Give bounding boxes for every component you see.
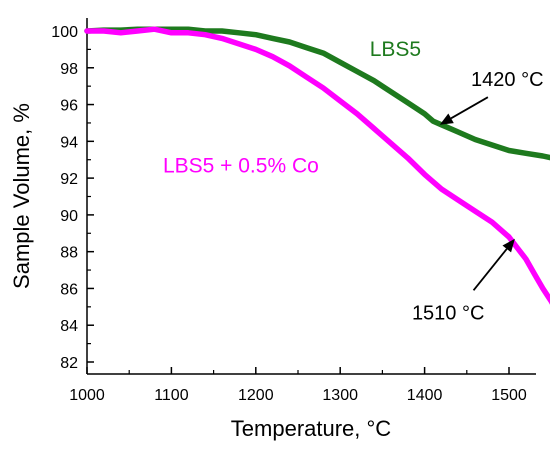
x-tick-label: 1300 [322, 387, 358, 404]
annotation-1510: 1510 °C [412, 238, 515, 325]
x-tick-label: 1000 [69, 387, 105, 404]
y-axis-ticks: 82 84 86 88 90 92 94 96 98 100 [51, 24, 94, 372]
y-tick-label: 100 [51, 24, 78, 41]
series-label-lbs5-co: LBS5 + 0.5% Co [163, 155, 319, 178]
y-tick-label: 90 [60, 208, 78, 225]
annotation-arrow-shaft [450, 96, 489, 120]
annotation-layer: 1420 °C 1510 °C [412, 69, 544, 325]
annotation-arrow-shaft [472, 248, 508, 291]
annotation-1420: 1420 °C [439, 69, 544, 125]
y-tick-label: 98 [60, 61, 78, 78]
annotation-arrow-head [502, 238, 515, 253]
y-tick-label: 88 [60, 245, 78, 262]
series-label-layer: LBS5 LBS5 + 0.5% Co [163, 38, 421, 178]
y-tick-label: 94 [60, 134, 78, 151]
annotation-label: 1420 °C [471, 69, 544, 91]
y-tick-label: 96 [60, 98, 78, 115]
series-layer [84, 26, 550, 305]
x-axis-title: Temperature, °C [231, 416, 392, 441]
series-line-lbs5-co [84, 26, 550, 305]
y-tick-label: 92 [60, 171, 78, 188]
y-tick-label: 82 [60, 355, 78, 372]
series-line-lbs5 [84, 26, 550, 161]
annotation-arrow-head [439, 113, 454, 125]
x-tick-label: 1200 [238, 387, 274, 404]
series-label-lbs5: LBS5 [370, 38, 421, 61]
y-tick-label: 86 [60, 281, 78, 298]
x-axis-ticks: 1000110012001300140015001600 [69, 367, 527, 404]
plot-area: 1000110012001300140015001600 82848688909… [51, 18, 550, 404]
y-tick-label: 84 [60, 318, 78, 335]
x-tick-label: 1100 [154, 387, 189, 404]
x-tick-label: 1400 [407, 387, 443, 404]
x-tick-label: 1500 [491, 387, 527, 404]
y-axis-title: Sample Volume, % [9, 103, 34, 289]
annotation-label: 1510 °C [412, 303, 485, 325]
